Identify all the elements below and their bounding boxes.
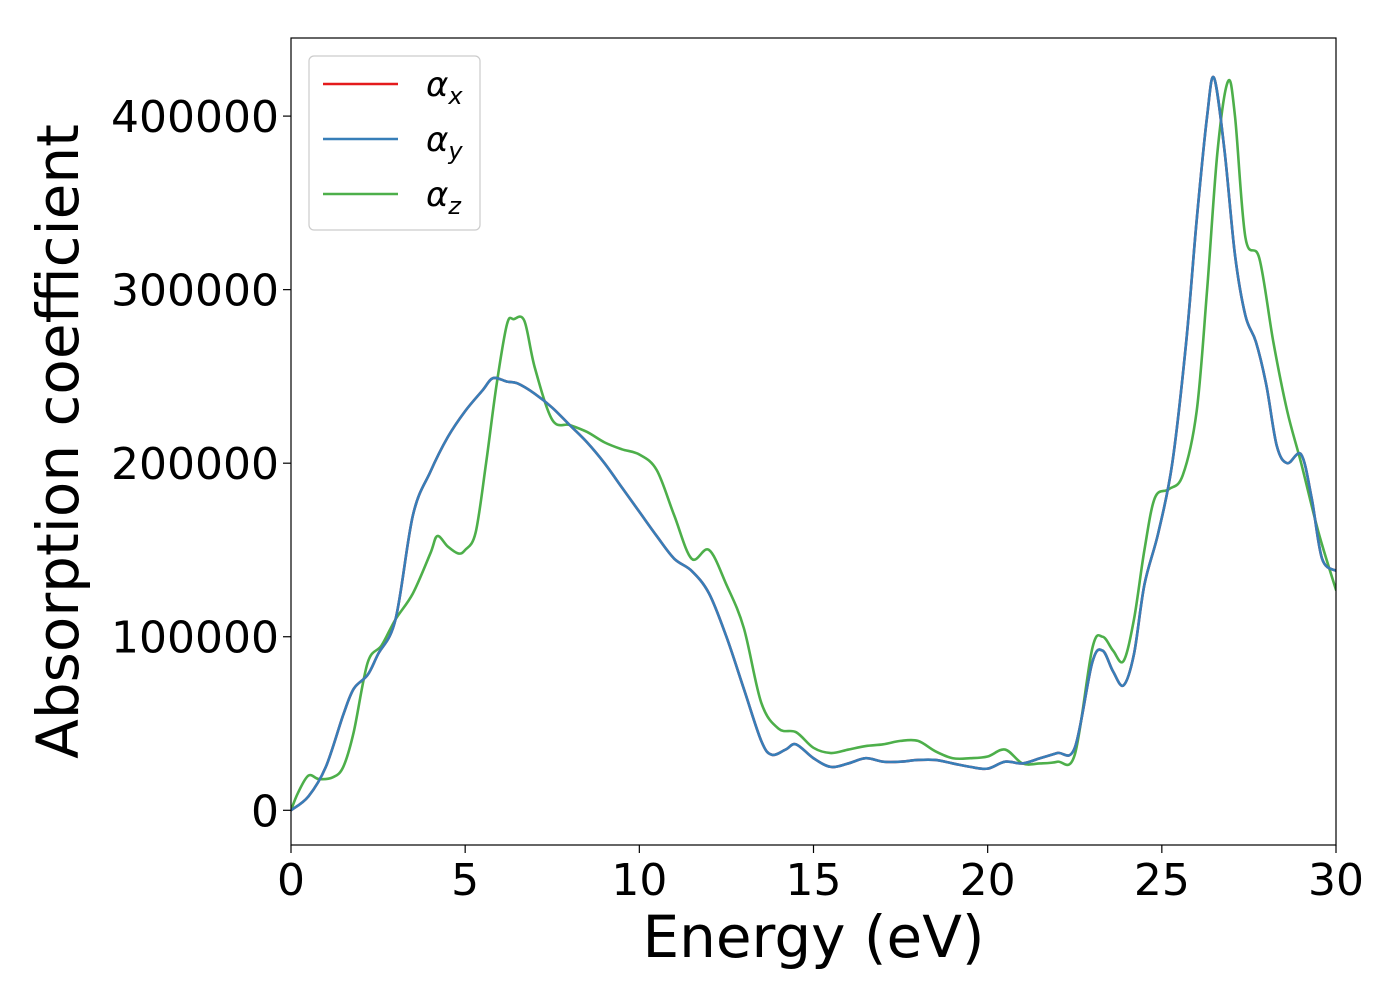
x-tick-label: 30 xyxy=(1308,855,1364,906)
x-axis-title: Energy (eV) xyxy=(642,903,984,971)
x-tick-label: 5 xyxy=(451,855,479,906)
x-axis: 0 5 10 15 20 25 30 xyxy=(277,845,1364,906)
legend-label-y: αy xyxy=(426,120,463,165)
y-tick-label: 200000 xyxy=(111,439,279,490)
x-tick-label: 15 xyxy=(786,855,842,906)
x-tick-label: 20 xyxy=(960,855,1016,906)
legend-label-x: αx xyxy=(426,65,463,110)
x-tick-label: 25 xyxy=(1134,855,1190,906)
x-tick-label: 0 xyxy=(277,855,305,906)
legend-box xyxy=(308,55,481,231)
y-axis: 0 100000 200000 300000 400000 xyxy=(111,92,291,837)
y-tick-label: 0 xyxy=(251,786,279,837)
series-line-z xyxy=(291,78,1336,812)
legend-label-z: αz xyxy=(426,175,462,220)
x-tick-label: 10 xyxy=(611,855,667,906)
y-axis-title: Absorption coefficient xyxy=(24,124,92,759)
y-tick-label: 300000 xyxy=(111,266,279,317)
series-layer xyxy=(291,75,1336,812)
series-line-y xyxy=(291,75,1336,812)
legend: αx αy αz xyxy=(308,55,481,231)
y-tick-label: 400000 xyxy=(111,92,279,143)
y-tick-label: 100000 xyxy=(111,613,279,664)
